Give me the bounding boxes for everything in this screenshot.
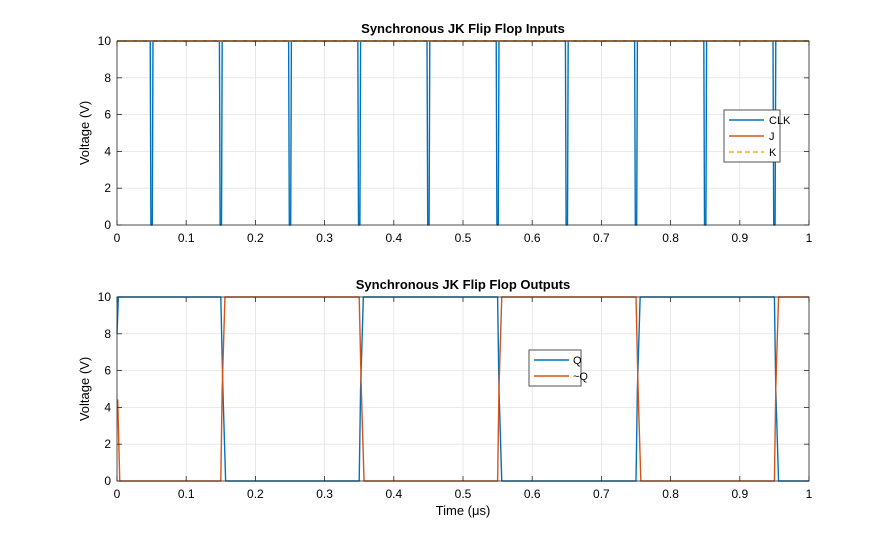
x-tick-label: 0.5: [455, 231, 472, 245]
x-tick-label: 0.9: [731, 231, 748, 245]
y-tick-label: 8: [104, 327, 111, 341]
inputs-chart-title: Synchronous JK Flip Flop Inputs: [361, 21, 565, 36]
legend-label-j: J: [769, 131, 775, 143]
y-tick-label: 0: [104, 474, 111, 488]
inputs-chart-panel: 0 0.1 0.2 0.3 0.4 0.5 0.6 0.7 0.8 0.9 1 0 2 4 6 8 10 Sy…: [77, 21, 813, 245]
inputs-tick-marks: [116, 40, 810, 226]
y-tick-label: 2: [104, 437, 111, 451]
inputs-y-axis-label: Voltage (V): [77, 101, 92, 165]
x-tick-label: 0.4: [385, 231, 402, 245]
x-tick-label: 0.8: [662, 231, 679, 245]
outputs-chart-title: Synchronous JK Flip Flop Outputs: [356, 277, 571, 292]
x-tick-label: 0: [114, 231, 121, 245]
x-tick-label: 0.2: [247, 231, 264, 245]
y-tick-label: 4: [104, 144, 111, 158]
legend-label-clk: CLK: [769, 115, 791, 127]
outputs-legend-box: [528, 349, 582, 387]
legend-label-k: K: [769, 147, 777, 159]
outputs-y-tick-labels: 0 2 4 6 8 10: [98, 290, 112, 488]
outputs-tick-marks: [116, 296, 810, 482]
y-tick-label: 0: [104, 218, 111, 232]
x-tick-label: 0.3: [316, 231, 333, 245]
y-tick-label: 10: [98, 290, 112, 304]
y-tick-label: 2: [104, 181, 111, 195]
x-tick-label: 0.2: [247, 487, 264, 501]
legend-label-not-q: ~Q: [573, 371, 588, 383]
x-tick-label: 0.9: [731, 487, 748, 501]
x-tick-label: 0.6: [524, 231, 541, 245]
x-tick-label: 0.5: [455, 487, 472, 501]
y-tick-label: 8: [104, 71, 111, 85]
outputs-y-axis-label: Voltage (V): [77, 357, 92, 421]
x-tick-label: 0.7: [593, 231, 610, 245]
x-tick-label: 1: [806, 231, 813, 245]
outputs-legend: Q ~Q: [528, 349, 588, 387]
x-tick-label: 0: [114, 487, 121, 501]
inputs-y-tick-labels: 0 2 4 6 8 10: [98, 34, 112, 232]
outputs-x-axis-label: Time (μs): [436, 503, 491, 518]
x-tick-label: 0.7: [593, 487, 610, 501]
y-tick-label: 10: [98, 34, 112, 48]
inputs-x-tick-labels: 0 0.1 0.2 0.3 0.4 0.5 0.6 0.7 0.8 0.9 1: [114, 231, 813, 245]
x-tick-label: 1: [806, 487, 813, 501]
x-tick-label: 0.1: [178, 231, 195, 245]
outputs-chart-panel: 0 0.1 0.2 0.3 0.4 0.5 0.6 0.7 0.8 0.9 1 0 2 4 6 8 10 Sy…: [77, 277, 813, 518]
outputs-x-tick-labels: 0 0.1 0.2 0.3 0.4 0.5 0.6 0.7 0.8 0.9 1: [114, 487, 813, 501]
y-tick-label: 4: [104, 400, 111, 414]
y-tick-label: 6: [104, 364, 111, 378]
x-tick-label: 0.6: [524, 487, 541, 501]
x-tick-label: 0.1: [178, 487, 195, 501]
x-tick-label: 0.3: [316, 487, 333, 501]
x-tick-label: 0.4: [385, 487, 402, 501]
y-tick-label: 6: [104, 108, 111, 122]
x-tick-label: 0.8: [662, 487, 679, 501]
inputs-legend: CLK J K: [723, 109, 791, 163]
legend-label-q: Q: [573, 355, 582, 367]
